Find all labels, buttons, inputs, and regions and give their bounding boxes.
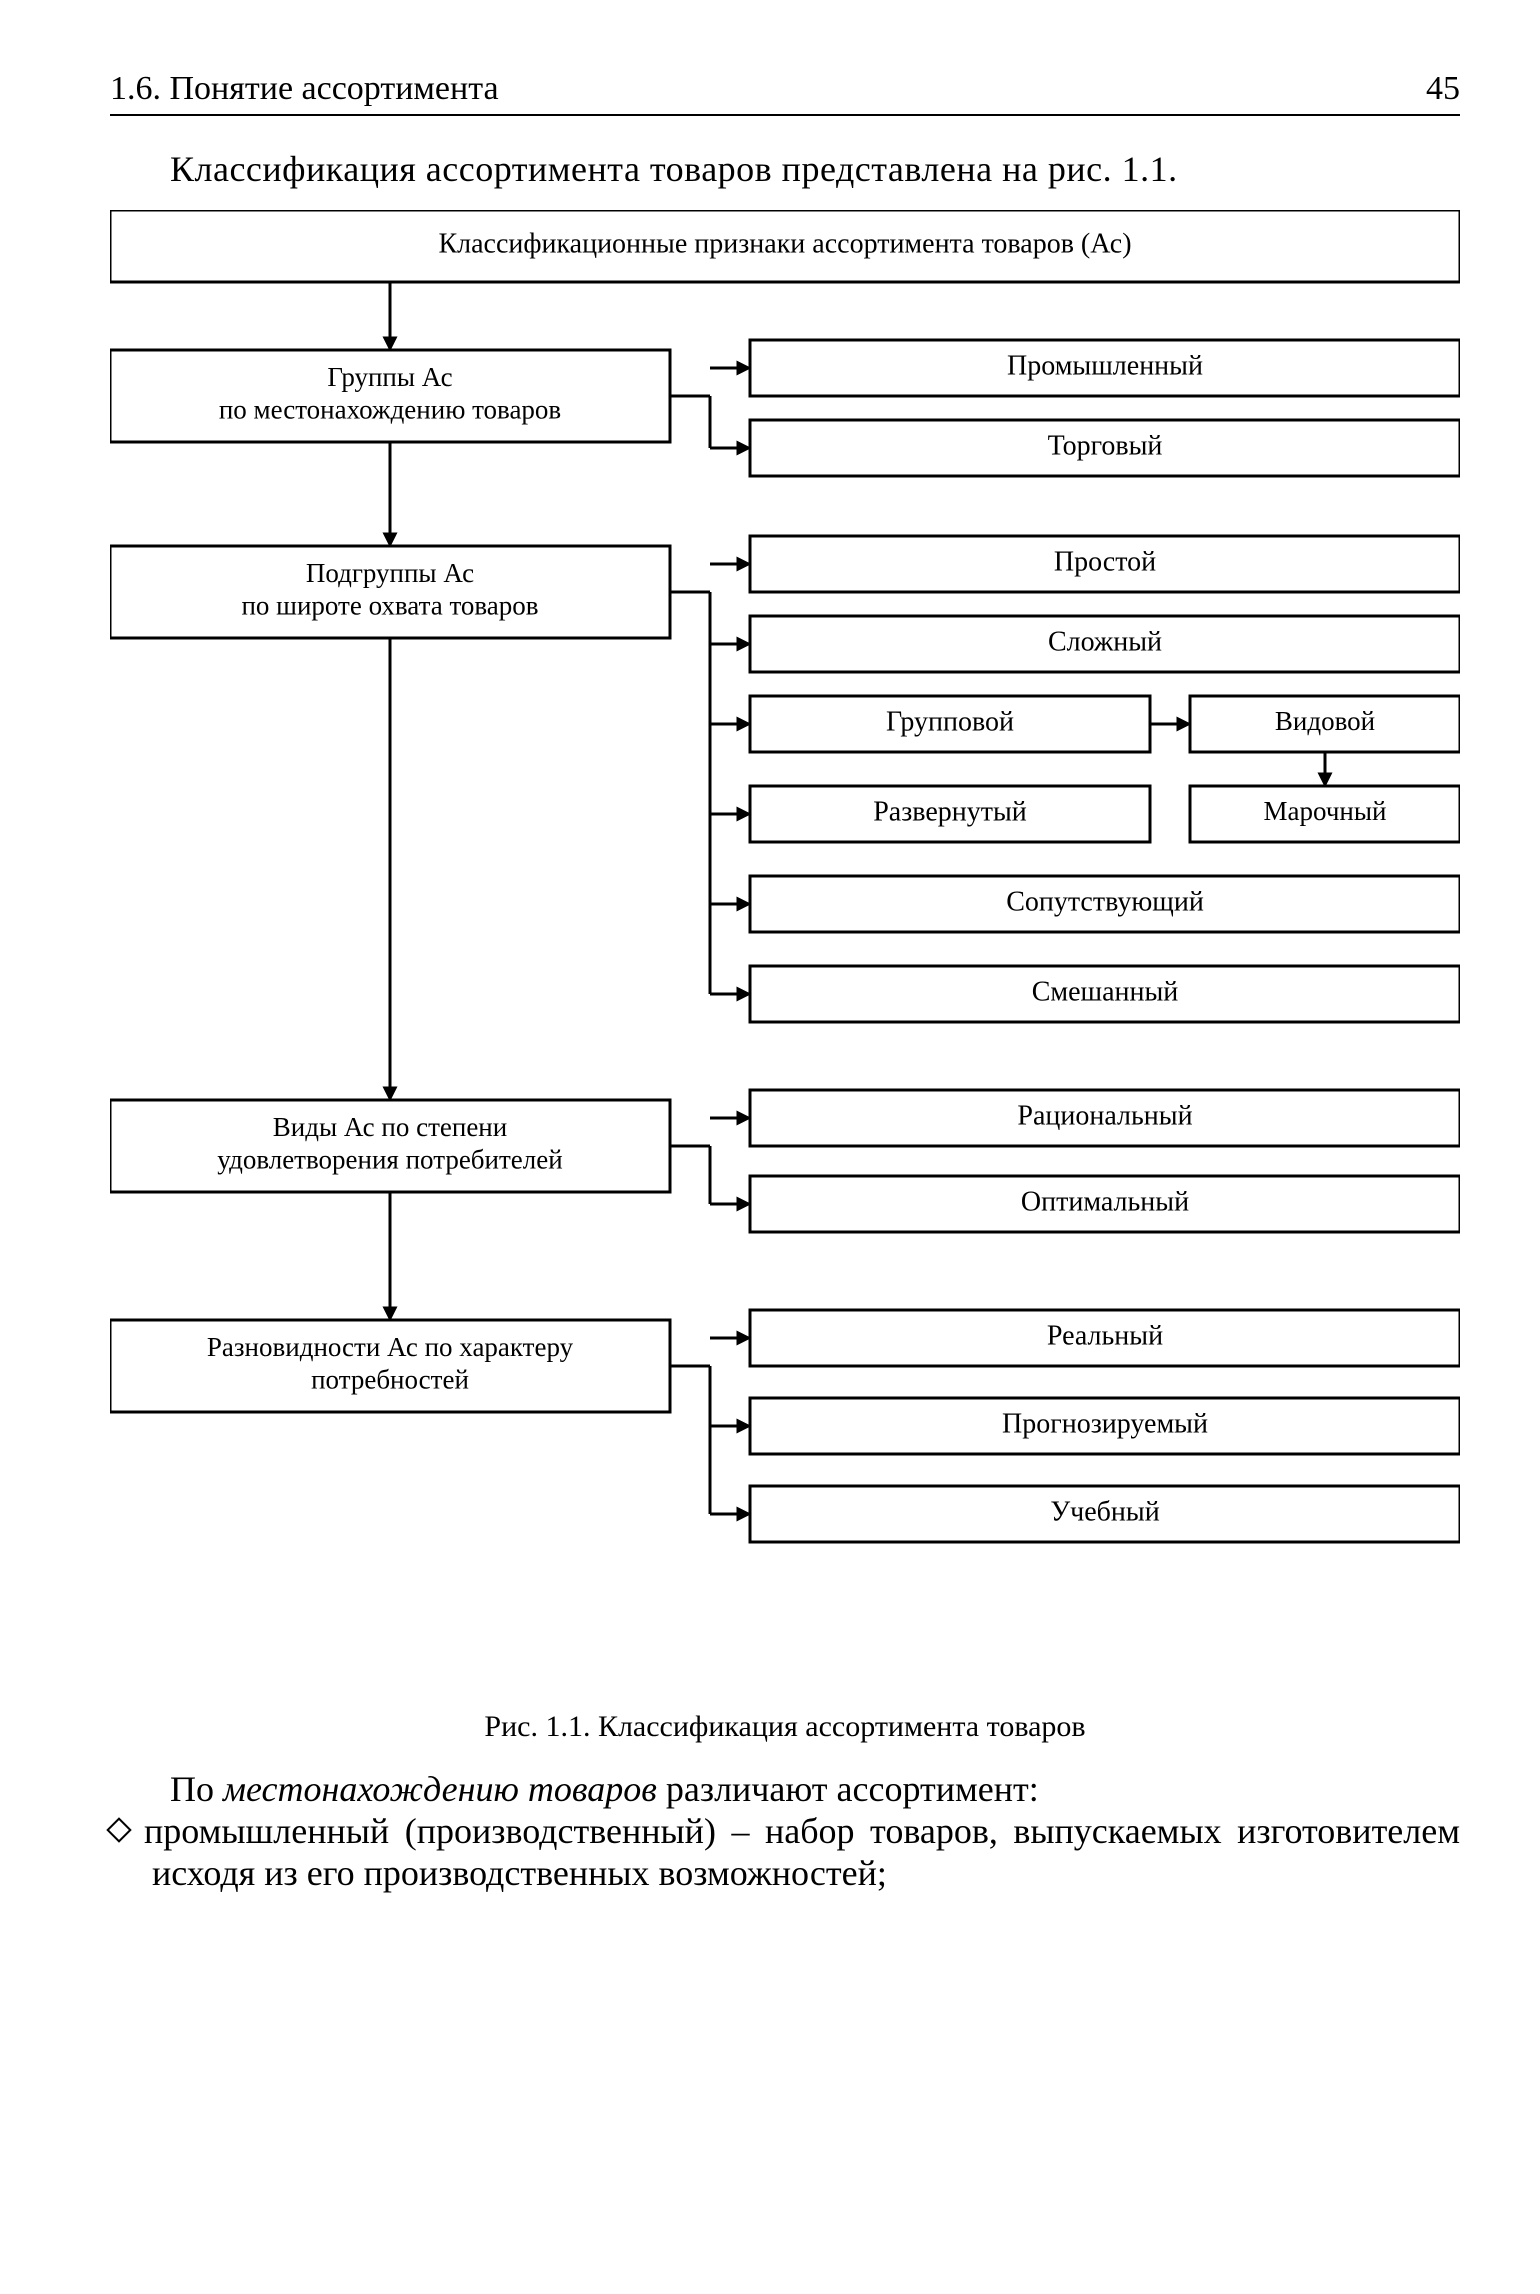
svg-text:Прогнозируемый: Прогнозируемый [1002, 1408, 1208, 1439]
svg-text:по местонахождению товаров: по местонахождению товаров [219, 394, 561, 424]
svg-text:Групповой: Групповой [886, 706, 1014, 737]
svg-text:потребностей: потребностей [311, 1364, 469, 1394]
svg-text:Оптимальный: Оптимальный [1021, 1186, 1189, 1217]
figure-1-1-diagram: Классификационные признаки ассортимента … [110, 210, 1460, 1690]
svg-text:Подгруппы Ас: Подгруппы Ас [306, 558, 474, 588]
bullet-item: промышленный (производственный) – набор … [110, 1810, 1460, 1894]
svg-text:Реальный: Реальный [1047, 1320, 1163, 1351]
section-title: 1.6. Понятие ассортимента [110, 70, 499, 108]
svg-text:Марочный: Марочный [1264, 796, 1387, 826]
svg-text:Рациональный: Рациональный [1017, 1100, 1192, 1131]
body-lead-italic: местонахождению товаров [223, 1769, 657, 1809]
intro-paragraph: Классификация ассортимента товаров предс… [110, 148, 1460, 190]
svg-text:Виды Ас по степени: Виды Ас по степени [273, 1112, 507, 1142]
svg-text:Учебный: Учебный [1050, 1496, 1159, 1527]
svg-text:Сложный: Сложный [1048, 626, 1162, 657]
bullet-text: промышленный (производственный) – набор … [144, 1811, 1460, 1893]
svg-text:Торговый: Торговый [1048, 430, 1163, 461]
svg-text:Простой: Простой [1054, 546, 1156, 577]
body-lead: По местонахождению товаров различают асс… [110, 1768, 1460, 1810]
svg-text:Промышленный: Промышленный [1007, 350, 1203, 381]
svg-text:Разновидности Ас по характеру: Разновидности Ас по характеру [207, 1332, 574, 1362]
svg-text:Группы Ас: Группы Ас [327, 362, 452, 392]
page-number: 45 [1426, 70, 1460, 108]
running-header: 1.6. Понятие ассортимента 45 [110, 70, 1460, 116]
svg-text:удовлетворения потребителей: удовлетворения потребителей [217, 1144, 562, 1174]
svg-text:Сопутствующий: Сопутствующий [1006, 886, 1204, 917]
svg-text:Развернутый: Развернутый [873, 796, 1027, 827]
svg-text:Смешанный: Смешанный [1032, 976, 1179, 1007]
diamond-bullet-icon [106, 1817, 131, 1842]
figure-caption: Рис. 1.1. Классификация ассортимента тов… [110, 1710, 1460, 1744]
svg-text:Видовой: Видовой [1275, 706, 1375, 736]
svg-text:Классификационные признаки асс: Классификационные признаки ассортимента … [438, 228, 1131, 259]
svg-text:по широте охвата товаров: по широте охвата товаров [241, 590, 538, 620]
